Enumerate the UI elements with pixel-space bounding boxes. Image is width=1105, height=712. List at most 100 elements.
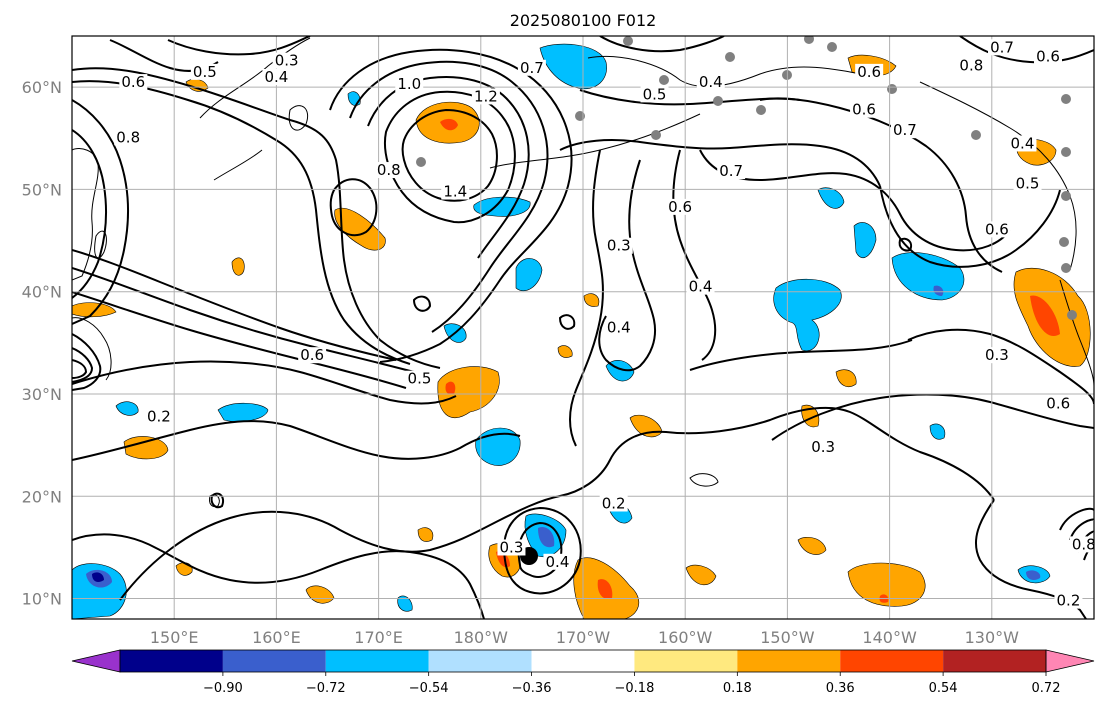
shaded-patch-positive (72, 302, 117, 318)
shaded-anomaly-layer (72, 43, 1091, 619)
contour-label-bg (1008, 135, 1037, 152)
contour-label: 0.7 (990, 38, 1014, 56)
contour-label: 0.4 (264, 68, 288, 86)
contour-label-bg (543, 553, 572, 570)
contour-line (72, 360, 457, 405)
contour-label: 0.4 (699, 73, 723, 91)
shaded-patch-strong-negative (933, 285, 944, 296)
map-frame (71, 35, 1095, 620)
coastline (94, 230, 107, 259)
contour-label: 0.5 (643, 85, 667, 103)
colorbar-tick-label: 0.72 (1032, 681, 1061, 696)
longitude-label: 150°E (150, 628, 199, 647)
station-dot (659, 75, 669, 85)
longitude-label: 140°W (862, 628, 917, 647)
contour-line (72, 291, 407, 389)
contour-line (384, 90, 516, 224)
contour-label-bg (850, 101, 879, 118)
contour-label: 0.2 (602, 494, 626, 512)
contour-line (771, 393, 1094, 441)
latitude-axis: 60°N 50°N 40°N 30°N 20°N 10°N (22, 78, 62, 608)
contour-line (349, 60, 549, 333)
contour-label: 0.3 (275, 52, 299, 70)
contour-label-bg (517, 59, 546, 76)
shaded-patch-positive (797, 537, 827, 555)
contour-line (898, 237, 912, 252)
contour-label-bg (190, 63, 219, 80)
contour-label: 0.6 (985, 220, 1009, 238)
station-dot (1061, 147, 1071, 157)
contour-label: 0.8 (116, 128, 140, 146)
contour-label-bg (982, 221, 1011, 238)
colorbar-frame (119, 649, 1047, 673)
longitude-label: 130°W (965, 628, 1020, 647)
contour-line (72, 420, 521, 461)
contour-label-bg (441, 183, 470, 200)
shaded-patch-positive (583, 293, 600, 307)
shaded-patch-negative (475, 427, 521, 466)
contour-line (672, 149, 717, 361)
latitude-label: 30°N (22, 385, 62, 404)
colorbar: −0.90 −0.72 −0.54 −0.36 −0.18 0.18 0.36 0.54 0.7… (71, 649, 1095, 696)
contour-label-bg (1069, 536, 1094, 553)
contour-label: 0.6 (857, 63, 881, 81)
station-dot (1067, 310, 1077, 320)
contour-label-bg (395, 76, 424, 93)
contour-label: 0.2 (1057, 592, 1081, 610)
contour-label-layer: 0.30.40.50.6 1.00.71.20.81.40.80.30.40.40… (114, 38, 1094, 610)
latitude-label: 40°N (22, 283, 62, 302)
longitude-label: 150°W (760, 628, 815, 647)
coastline (1059, 279, 1094, 387)
contour-line (559, 139, 881, 187)
contour-label-bg (696, 74, 725, 91)
shaded-patch-strong-negative (538, 526, 555, 548)
longitude-label: 180°W (454, 628, 509, 647)
contour-line (401, 108, 498, 202)
contour-label: 1.4 (443, 183, 467, 201)
contour-label-bg (957, 57, 986, 74)
contour-label-bg (497, 539, 526, 556)
contour-line (1059, 507, 1094, 531)
colorbar-tick-label: 0.36 (826, 681, 855, 696)
contour-label-bg (1044, 395, 1073, 412)
contour-line (699, 149, 1011, 252)
map-title: 2025080100 F012 (510, 11, 657, 30)
station-dot (623, 36, 633, 46)
station-dot (1061, 94, 1071, 104)
shaded-patch-negative (891, 252, 965, 301)
station-dot (971, 130, 981, 140)
coastline (72, 148, 99, 281)
contour-label: 0.7 (893, 121, 917, 139)
contour-label: 0.6 (668, 198, 692, 216)
contour-line (329, 48, 573, 363)
shaded-patch-positive (437, 366, 500, 418)
shaded-patch-strong-positive (597, 579, 613, 600)
colorbar-segment (428, 650, 532, 672)
colorbar-tick-label: −0.90 (203, 681, 243, 696)
latitude-label: 10°N (22, 590, 62, 609)
contour-label-bg (604, 237, 633, 254)
contour-line (503, 506, 582, 595)
contour-label-bg (890, 122, 919, 139)
shaded-patch-strongest-negative (92, 572, 104, 582)
shaded-patch-strong-positive (1030, 295, 1060, 337)
shaded-patch-strong-positive (440, 118, 458, 131)
contour-label: 0.5 (408, 370, 432, 388)
contour-label-bg (298, 347, 327, 364)
contour-line (558, 314, 576, 330)
station-dot (887, 84, 897, 94)
contour-line (599, 36, 725, 53)
graticule (72, 36, 1094, 619)
coastline (288, 105, 308, 131)
colorbar-tick-label: 0.54 (929, 681, 958, 696)
station-dot (416, 157, 426, 167)
contour-label: 0.3 (811, 438, 835, 456)
contour-label: 0.6 (1046, 394, 1070, 412)
colorbar-tick-label: −0.54 (409, 681, 449, 696)
contour-label: 1.0 (397, 75, 421, 93)
shaded-patch-positive (835, 369, 857, 387)
contour-label: 0.7 (719, 162, 743, 180)
contour-label-bg (114, 129, 143, 146)
contour-line (412, 295, 432, 312)
